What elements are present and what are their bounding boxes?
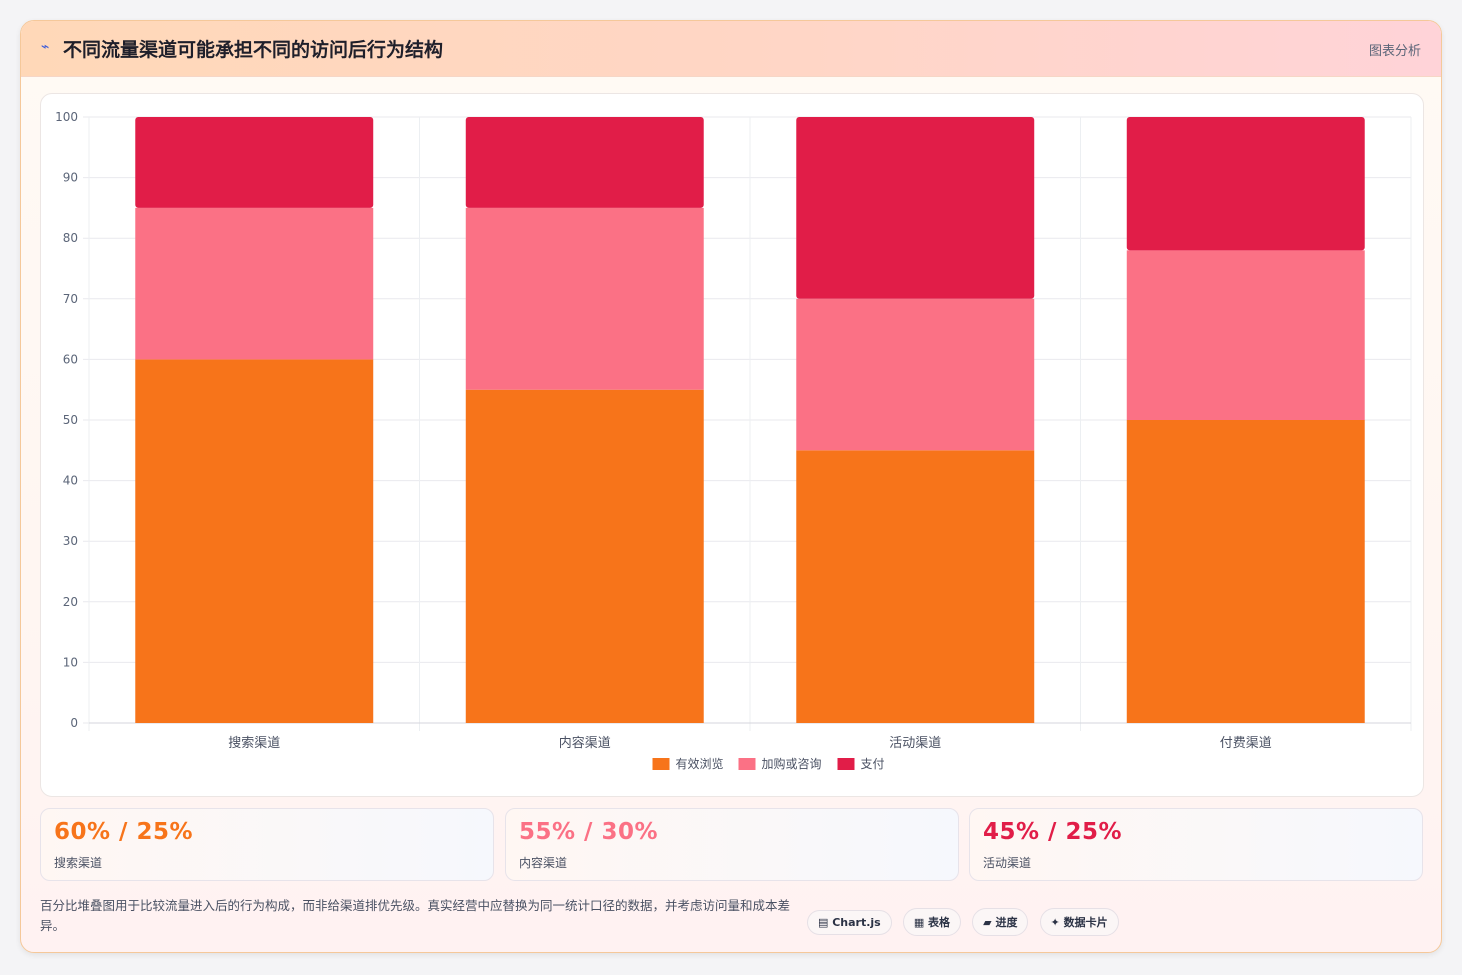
y-tick-label: 90 (63, 171, 78, 185)
bar-segment (465, 389, 704, 723)
x-tick-label: 付费渠道 (1220, 736, 1272, 751)
chart-note: 百分比堆叠图用于比较流量进入后的行为构成，而非给渠道排优先级。真实经营中应替换为… (40, 898, 791, 933)
stat-label: 搜索渠道 (54, 856, 103, 870)
pill-data-cards[interactable]: ✦ 数据卡片 (1039, 908, 1119, 936)
stat-card-search: 60% / 25% 搜索渠道 (40, 808, 494, 881)
bar-segment (1126, 250, 1365, 420)
stat-value: 60% / 25% (54, 819, 194, 845)
stat-cards: 60% / 25% 搜索渠道 55% / 30% 内容渠道 45% / 25% … (40, 808, 1424, 881)
bar-segment (796, 117, 1035, 299)
bar-segment (796, 450, 1035, 723)
bar-segment (1126, 420, 1365, 723)
legend-label: 加购或咨询 (762, 756, 822, 771)
chart-logo-icon: ⌁ (41, 39, 50, 55)
y-tick-label: 50 (63, 413, 78, 427)
y-tick-label: 70 (63, 292, 78, 306)
y-tick-label: 20 (63, 595, 78, 609)
bar-segment (135, 117, 374, 208)
x-tick-label: 内容渠道 (559, 735, 611, 751)
y-tick-label: 100 (55, 110, 78, 124)
card-title: 不同流量渠道可能承担不同的访问后行为结构 (63, 39, 444, 61)
pill-progress[interactable]: ▰ 进度 (972, 908, 1029, 936)
stat-card-content: 55% / 30% 内容渠道 (505, 808, 959, 881)
stat-value: 55% / 30% (519, 819, 659, 845)
stat-value: 45% / 25% (983, 819, 1123, 845)
bar-segment (796, 298, 1035, 451)
chart-card: ⌁ 不同流量渠道可能承担不同的访问后行为结构 图表分析 0 10 20 30 40 50 6… (20, 20, 1442, 953)
bar-segment (465, 117, 704, 208)
chart-analysis-tag: 图表分析 (1368, 44, 1421, 59)
y-tick-label: 60 (63, 352, 78, 366)
y-tick-label: 40 (63, 474, 78, 488)
pill-table[interactable]: ▦ 表格 (902, 908, 962, 936)
x-tick-label: 搜索渠道 (228, 736, 280, 751)
stat-label: 活动渠道 (983, 856, 1032, 870)
bar-segment (465, 207, 704, 390)
y-tick-label: 0 (70, 716, 78, 730)
stat-label: 内容渠道 (519, 856, 568, 870)
legend-swatch (837, 758, 855, 770)
bar-segment (135, 359, 374, 723)
legend-label: 有效浏览 (676, 756, 724, 771)
legend-label: 支付 (861, 757, 885, 771)
y-tick-label: 10 (63, 655, 78, 669)
legend-swatch (652, 758, 670, 770)
feature-pills: ▤ Chart.js ▦ 表格 ▰ 进度 ✦ 数据卡片 (807, 908, 1125, 936)
chart-container: 0 10 20 30 40 50 60 70 80 90 100 搜索渠道 内容渠道 活动渠道 付费渠道有效… (40, 93, 1424, 797)
x-tick-label: 活动渠道 (889, 736, 941, 751)
pill-chartjs[interactable]: ▤ Chart.js (807, 910, 892, 935)
card-header: ⌁ 不同流量渠道可能承担不同的访问后行为结构 图表分析 (21, 21, 1441, 77)
legend-swatch (738, 758, 756, 770)
y-tick-label: 80 (63, 231, 78, 245)
bar-segment (1126, 117, 1365, 251)
y-tick-label: 30 (63, 534, 78, 548)
stat-card-campaign: 45% / 25% 活动渠道 (969, 808, 1423, 881)
bar-segment (135, 207, 374, 360)
stacked-bar-chart: 0 10 20 30 40 50 60 70 80 90 100 搜索渠道 内容渠道 活动渠道 付费渠道有效… (55, 110, 1412, 771)
